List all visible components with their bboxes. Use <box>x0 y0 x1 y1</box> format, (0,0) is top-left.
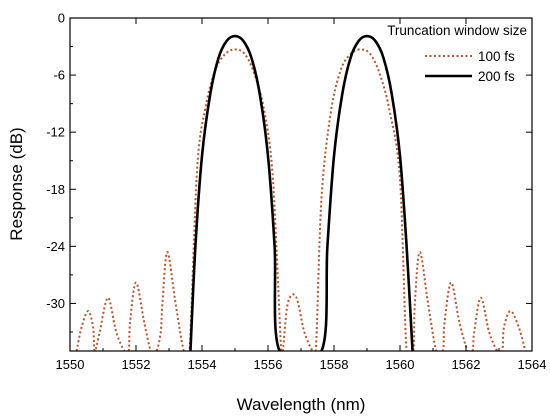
x-tick-label: 1558 <box>320 357 349 372</box>
x-tick-label: 1552 <box>122 357 151 372</box>
legend-label-100fs: 100 fs <box>478 49 515 64</box>
legend: Truncation window size 100 fs 200 fs <box>387 23 527 84</box>
y-tick-label: -24 <box>46 239 65 254</box>
x-tick-label: 1564 <box>518 357 547 372</box>
legend-title: Truncation window size <box>387 23 527 38</box>
plot-frame <box>69 17 533 352</box>
y-axis: 0 -6 -12 -18 -24 -30 <box>46 11 532 333</box>
y-tick-label: -6 <box>53 68 65 83</box>
legend-label-200fs: 200 fs <box>478 69 515 84</box>
y-tick-label: 0 <box>58 11 65 26</box>
y-tick-label: -12 <box>46 125 65 140</box>
y-tick-label: -30 <box>46 296 65 311</box>
x-tick-label: 1556 <box>254 357 283 372</box>
x-tick-label: 1550 <box>56 357 85 372</box>
x-tick-label: 1560 <box>386 357 415 372</box>
y-axis-title: Response (dB) <box>7 127 26 240</box>
y-tick-label: -18 <box>46 182 65 197</box>
series-line-100fs <box>75 48 527 351</box>
x-axis: 1550 1552 1554 1556 1558 1560 1562 1564 <box>56 18 547 372</box>
series-layer <box>75 34 527 351</box>
x-tick-label: 1562 <box>452 357 481 372</box>
x-axis-title: Wavelength (nm) <box>237 395 366 414</box>
x-tick-label: 1554 <box>188 357 217 372</box>
series-line-200fs <box>189 34 414 351</box>
